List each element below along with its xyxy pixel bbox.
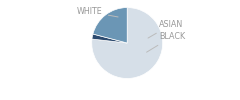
- Wedge shape: [93, 8, 127, 43]
- Text: ASIAN: ASIAN: [148, 20, 183, 38]
- Wedge shape: [92, 34, 127, 43]
- Wedge shape: [92, 8, 163, 79]
- Text: WHITE: WHITE: [77, 7, 118, 17]
- Text: BLACK: BLACK: [147, 32, 185, 52]
